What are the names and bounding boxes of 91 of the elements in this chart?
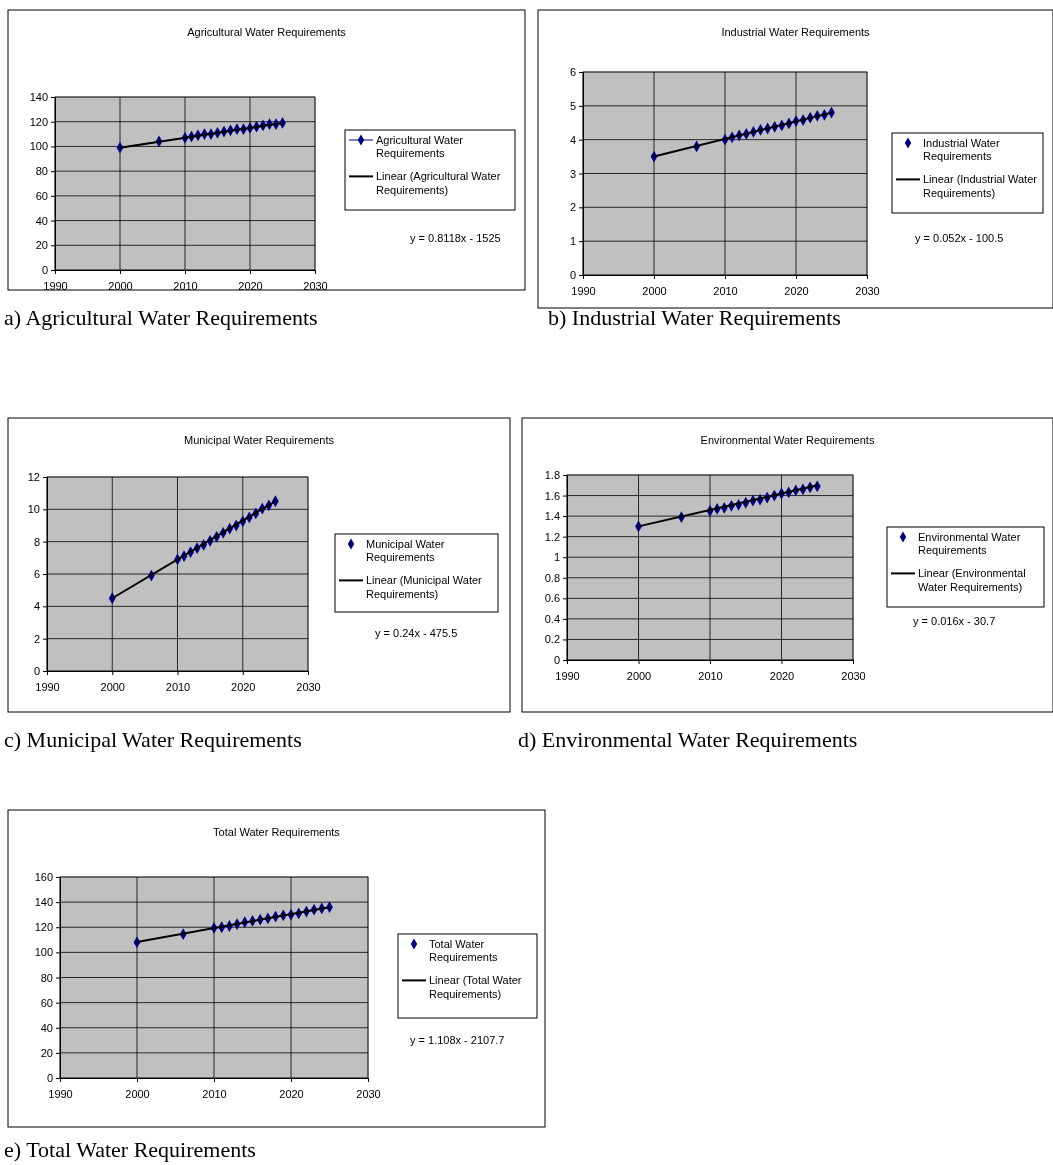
y-tick-label: 40 (35, 214, 48, 227)
y-tick-label: 60 (35, 189, 48, 202)
y-tick-label: 8 (33, 535, 40, 548)
text: y = 0.052x - 100.5 (915, 232, 1004, 244)
text: c) Municipal Water Requirements (4, 727, 302, 752)
text: y = 0.016x - 30.7 (913, 615, 996, 627)
y-tick-label: 80 (40, 971, 53, 984)
x-tick-label: 2000 (100, 681, 125, 694)
x-tick-label: 2010 (202, 1088, 227, 1101)
y-tick-label: 6 (569, 66, 576, 79)
chart-title: Agricultural Water Requirements (187, 26, 347, 38)
y-tick-label: 60 (40, 996, 53, 1009)
y-tick-label: 1.4 (544, 510, 560, 523)
y-tick-label: 5 (569, 99, 576, 112)
y-tick-label: 2 (33, 632, 40, 645)
x-tick-label: 2020 (784, 285, 809, 298)
y-tick-label: 12 (27, 471, 40, 484)
legend-label: Total Water Requirements (429, 938, 498, 964)
y-tick-label: 20 (40, 1046, 53, 1059)
legend-label: Municipal Water Requirements (366, 538, 445, 564)
y-tick-label: 1 (569, 235, 576, 248)
x-tick-label: 2030 (841, 670, 866, 683)
y-tick-label: 6 (33, 568, 40, 581)
y-tick-label: 0.6 (544, 592, 560, 605)
y-tick-label: 0 (553, 654, 560, 667)
text: b) Industrial Water Requirements (548, 305, 841, 330)
y-tick-label: 80 (35, 165, 48, 178)
legend-label: Linear (Total Water Requirements) (429, 974, 522, 1000)
y-tick-label: 100 (34, 946, 53, 959)
text: a) Agricultural Water Requirements (4, 305, 318, 330)
y-tick-label: 4 (33, 600, 40, 613)
x-tick-label: 1990 (555, 670, 580, 683)
x-tick-label: 2030 (303, 280, 328, 293)
y-tick-label: 40 (40, 1021, 53, 1034)
y-tick-label: 1.6 (544, 489, 560, 502)
legend-label: Agricultural Water Requirements (376, 134, 464, 160)
legend-label: Linear (Environmental Water Requirements) (918, 567, 1026, 593)
y-tick-label: 0.2 (544, 633, 560, 646)
y-tick-label: 1 (553, 551, 560, 564)
y-tick-label: 120 (34, 921, 53, 934)
x-tick-label: 2020 (769, 670, 795, 683)
x-tick-label: 2020 (238, 280, 263, 293)
y-tick-label: 20 (35, 239, 48, 252)
y-tick-label: 3 (569, 167, 576, 180)
chart-title: Total Water Requirements (213, 826, 341, 838)
x-tick-label: 2020 (231, 681, 256, 694)
y-tick-label: 4 (569, 133, 576, 146)
y-tick-label: 2 (569, 201, 576, 214)
x-tick-label: 1990 (48, 1088, 73, 1101)
y-tick-label: 0 (569, 269, 576, 282)
x-tick-label: 2010 (165, 681, 191, 694)
y-tick-label: 120 (29, 115, 48, 128)
x-tick-label: 2030 (855, 285, 880, 298)
legend-label: Linear (Agricultural Water Requirements) (376, 170, 501, 196)
y-tick-label: 0.4 (544, 612, 560, 625)
x-tick-label: 2000 (108, 280, 133, 293)
x-tick-label: 2030 (356, 1088, 381, 1101)
y-tick-label: 0.8 (544, 571, 560, 584)
text: y = 1.108x - 2107.7 (410, 1034, 505, 1046)
x-tick-label: 2030 (296, 681, 321, 694)
x-tick-label: 2000 (642, 285, 667, 298)
x-tick-label: 1990 (35, 681, 60, 694)
legend-label: Linear (Municipal Water Requirements) (366, 574, 483, 600)
legend-label: Linear (Industrial Water Requirements) (923, 173, 1038, 199)
x-tick-label: 1990 (571, 285, 596, 298)
y-tick-label: 140 (29, 91, 48, 104)
text: d) Environmental Water Requirements (518, 727, 858, 752)
text: y = 0.8118x - 1525 (410, 232, 501, 244)
y-tick-label: 0 (41, 264, 48, 277)
x-tick-label: 2000 (626, 670, 652, 683)
y-tick-label: 0 (46, 1072, 53, 1085)
legend-label: Environmental Water Requirements (918, 531, 1021, 557)
chart-title: Municipal Water Requirements (184, 434, 335, 446)
x-tick-label: 2010 (173, 280, 198, 293)
y-tick-label: 140 (34, 896, 53, 909)
text: e) Total Water Requirements (4, 1137, 256, 1162)
y-tick-label: 1.2 (544, 530, 560, 543)
y-tick-label: 100 (29, 140, 48, 153)
legend-label: Industrial Water Requirements (923, 137, 1000, 163)
x-tick-label: 2020 (279, 1088, 304, 1101)
y-tick-label: 1.8 (544, 469, 560, 482)
x-tick-label: 2000 (125, 1088, 150, 1101)
y-tick-label: 160 (34, 871, 53, 884)
text: y = 0.24x - 475.5 (375, 627, 458, 639)
x-tick-label: 2010 (698, 670, 723, 683)
chart-title: Environmental Water Requirements (700, 434, 875, 446)
y-tick-label: 10 (27, 503, 40, 516)
x-tick-label: 1990 (43, 280, 68, 293)
x-tick-label: 2010 (713, 285, 738, 298)
chart-title: Industrial Water Requirements (721, 26, 871, 38)
y-tick-label: 0 (33, 665, 40, 678)
